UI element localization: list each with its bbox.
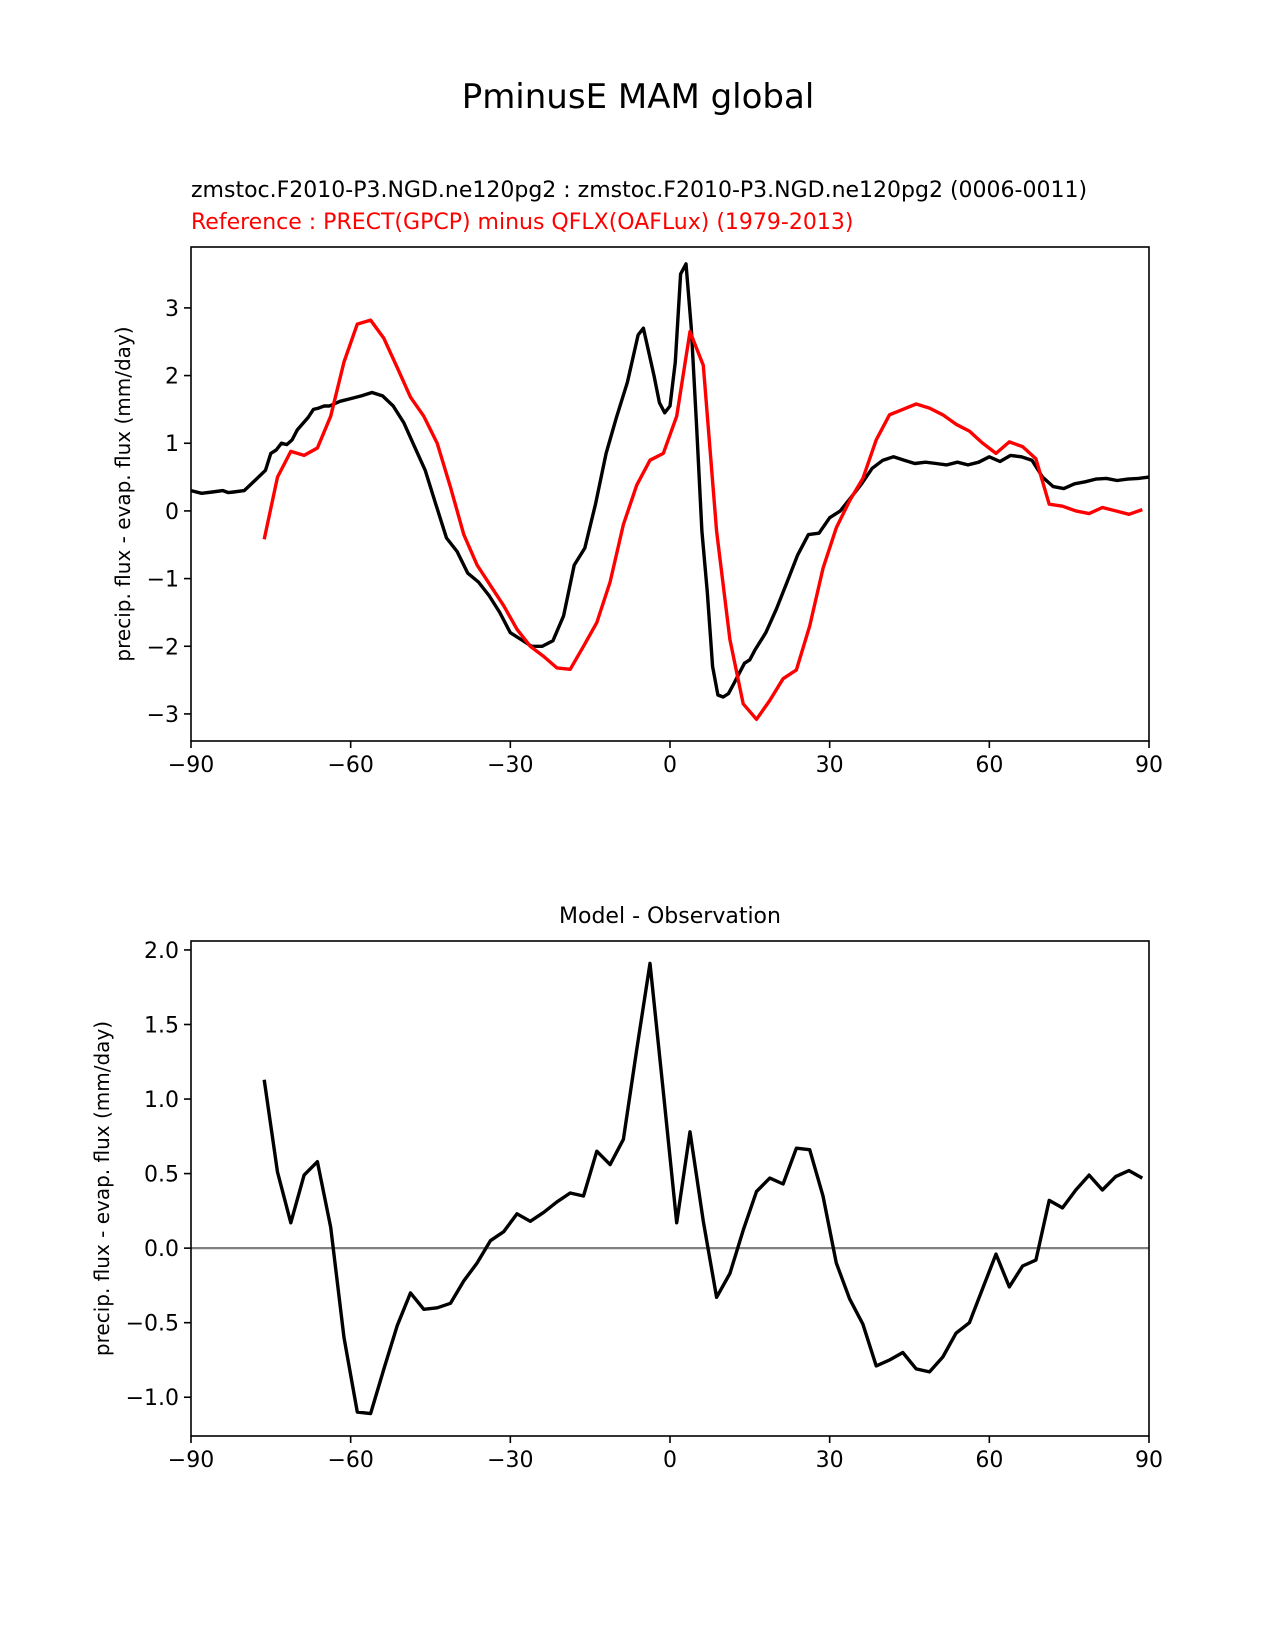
bottom-panel-xtick-label: 90 — [1135, 1448, 1163, 1473]
bottom-panel-xtick-label: 0 — [663, 1448, 677, 1473]
bottom-panel-xtick-label: −60 — [327, 1448, 373, 1473]
top-panel-xtick-label: −60 — [327, 753, 373, 778]
bottom-panel-ytick-label: 0.0 — [144, 1237, 179, 1262]
top-panel: zmstoc.F2010-P3.NGD.ne120pg2 : zmstoc.F2… — [111, 178, 1163, 778]
top-panel-ytick-label: 3 — [165, 297, 179, 322]
bottom-panel-xtick-label: 30 — [816, 1448, 844, 1473]
top-panel-xtick-label: −90 — [168, 753, 214, 778]
bottom-panel-ytick-label: −1.0 — [126, 1386, 179, 1411]
top-panel-xtick-label: 0 — [663, 753, 677, 778]
bottom-panel-ytick-label: 2.0 — [144, 939, 179, 964]
bottom-panel-ytick-label: 0.5 — [144, 1163, 179, 1188]
bottom-panel-ylabel: precip. flux - evap. flux (mm/day) — [90, 1021, 114, 1356]
top-panel-ytick-label: −3 — [147, 703, 179, 728]
top-panel-ytick-label: 2 — [165, 365, 179, 390]
top-panel-ytick-label: 1 — [165, 432, 179, 457]
top-panel-xtick-label: 60 — [975, 753, 1003, 778]
top-panel-title-test: zmstoc.F2010-P3.NGD.ne120pg2 : zmstoc.F2… — [191, 178, 1087, 203]
top-panel-xtick-label: 30 — [816, 753, 844, 778]
bottom-panel-plot-area: −90 −60 −30 0 30 60 90 −1.0 −0.5 0.0 0.5 1.0 1.5 2.0 p… — [90, 939, 1163, 1473]
top-panel-xtick-label: −30 — [487, 753, 533, 778]
top-panel-ytick-label: 0 — [165, 500, 179, 525]
bottom-panel-xtick-label: 60 — [975, 1448, 1003, 1473]
bottom-panel-xtick-label: −90 — [168, 1448, 214, 1473]
top-panel-xtick-label: 90 — [1135, 753, 1163, 778]
bottom-panel-title: Model - Observation — [559, 904, 781, 929]
top-panel-series-test — [191, 262, 1149, 699]
bottom-panel-ytick-label: −0.5 — [126, 1312, 179, 1337]
top-panel-ytick-label: −2 — [147, 635, 179, 660]
top-panel-title-reference: Reference : PRECT(GPCP) minus QFLX(OAFLu… — [191, 210, 853, 235]
bottom-panel-ytick-label: 1.5 — [144, 1013, 179, 1038]
top-panel-ylabel: precip. flux - evap. flux (mm/day) — [111, 326, 135, 661]
bottom-panel-xtick-label: −30 — [487, 1448, 533, 1473]
bottom-panel: Model - Observation −90 −60 −30 0 30 60 90 −1.0… — [90, 904, 1163, 1473]
top-panel-ytick-label: −1 — [147, 568, 179, 593]
figure-suptitle: PminusE MAM global — [462, 77, 815, 117]
top-panel-series-reference — [262, 318, 1143, 721]
bottom-panel-ytick-label: 1.0 — [144, 1088, 179, 1113]
bottom-panel-series-difference — [262, 961, 1144, 1416]
top-panel-plot-area: −90 −60 −30 0 30 60 90 −3 −2 −1 0 1 2 3 precip. flux -… — [111, 246, 1163, 778]
